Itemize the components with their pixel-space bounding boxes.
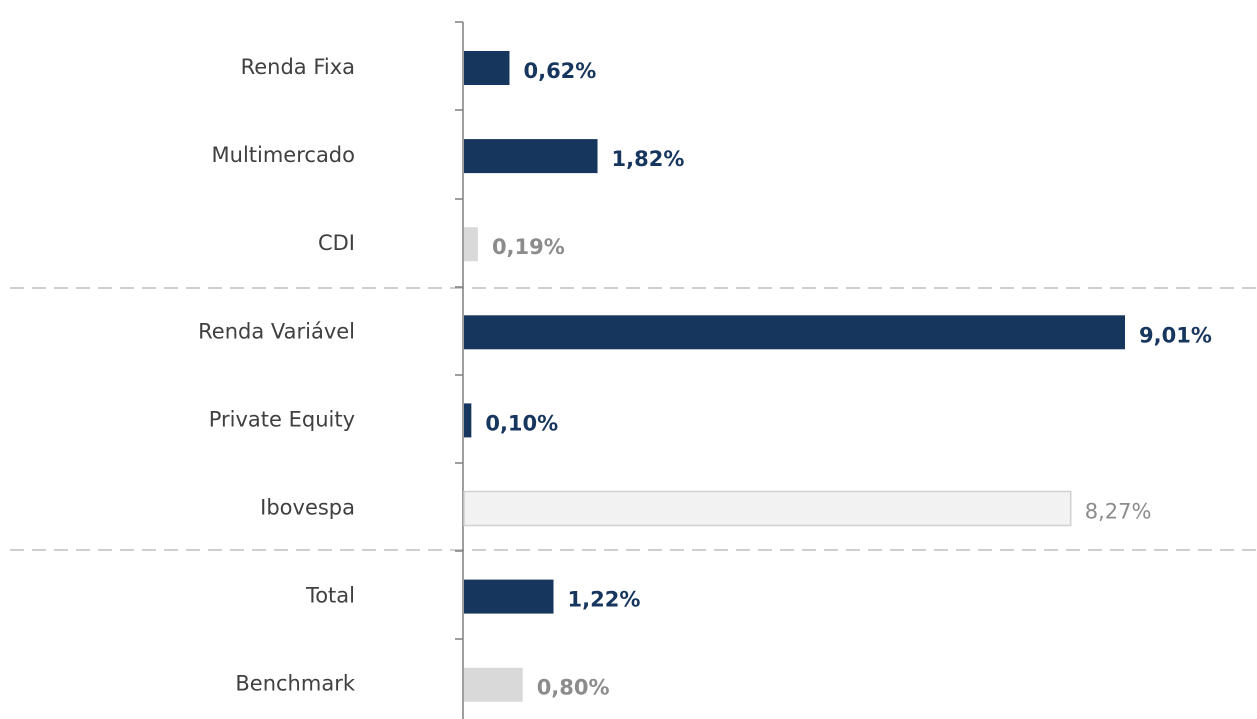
category-label: CDI bbox=[318, 231, 355, 255]
value-label: 0,10% bbox=[485, 411, 558, 435]
category-label: Renda Variável bbox=[198, 319, 355, 343]
category-label: Renda Fixa bbox=[241, 55, 355, 79]
bar bbox=[463, 490, 1072, 527]
bar bbox=[464, 51, 510, 85]
bar bbox=[464, 579, 554, 614]
category-label: Total bbox=[305, 584, 355, 608]
value-label: 1,82% bbox=[612, 147, 685, 171]
bar bbox=[464, 315, 1125, 350]
bar bbox=[464, 667, 523, 702]
value-label: 9,01% bbox=[1139, 323, 1212, 347]
category-label: Private Equity bbox=[209, 407, 355, 431]
value-label: 1,22% bbox=[568, 588, 641, 612]
axis-ticks bbox=[455, 21, 463, 640]
category-label: Ibovespa bbox=[260, 496, 355, 520]
value-label: 0,19% bbox=[492, 235, 565, 259]
value-label: 0,80% bbox=[537, 676, 610, 700]
bar bbox=[464, 227, 478, 262]
category-label: Multimercado bbox=[212, 143, 355, 167]
bar bbox=[464, 139, 598, 174]
bar bbox=[464, 403, 472, 438]
category-label: Benchmark bbox=[235, 672, 355, 696]
value-label: 0,62% bbox=[523, 59, 596, 83]
value-label: 8,27% bbox=[1085, 500, 1152, 524]
